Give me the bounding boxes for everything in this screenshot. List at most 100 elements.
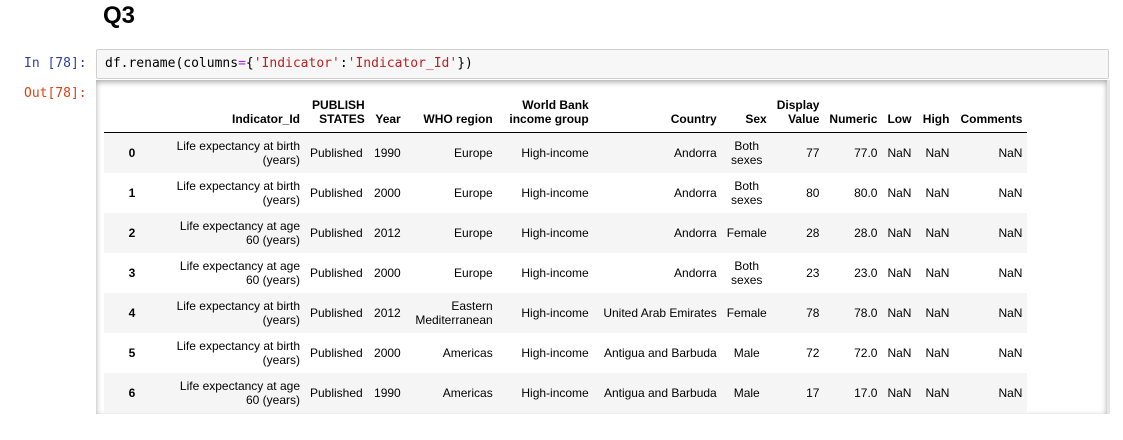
cell-high: NaN [925, 346, 950, 360]
cell-who-region: Americas [442, 386, 493, 400]
cell-who-region: Europe [454, 146, 493, 160]
cell-numeric: 17.0 [854, 386, 878, 400]
markdown-heading: Q3 [103, 2, 136, 29]
cell-sex: Both sexes [731, 139, 763, 167]
cell-sex: Both sexes [731, 179, 763, 207]
header-display-value: Display Value [776, 98, 820, 126]
cell-indicator-id: Life expectancy at birth (years) [176, 179, 300, 207]
cell-year: 2000 [374, 186, 401, 200]
cell-display-value: 28 [806, 226, 820, 240]
cell-high: NaN [925, 386, 950, 400]
cell-display-value: 78 [806, 306, 820, 320]
table-row: 2 Life expectancy at age 60 (years) Publis… [104, 213, 1028, 253]
cell-comments: NaN [998, 266, 1023, 280]
cell-indicator-id: Life expectancy at age 60 (years) [179, 259, 300, 287]
header-numeric: Numeric [829, 112, 878, 126]
cell-publish-states: Published [310, 386, 363, 400]
cell-income-group: High-income [521, 386, 589, 400]
cell-numeric: 80.0 [854, 186, 878, 200]
cell-who-region: Americas [442, 346, 493, 360]
cell-comments: NaN [998, 186, 1023, 200]
row-index: 3 [128, 266, 136, 280]
cell-who-region: Europe [454, 226, 493, 240]
cell-low: NaN [887, 386, 912, 400]
cell-low: NaN [887, 266, 912, 280]
cell-comments: NaN [998, 306, 1023, 320]
cell-indicator-id: Life expectancy at birth (years) [176, 299, 300, 327]
cell-numeric: 77.0 [854, 146, 878, 160]
cell-high: NaN [925, 306, 950, 320]
code-input-area[interactable]: df.rename(columns={'Indicator':'Indicato… [96, 49, 1109, 79]
header-index [104, 98, 160, 133]
cell-display-value: 23 [806, 266, 820, 280]
cell-sex: Male [733, 386, 760, 400]
cell-high: NaN [925, 146, 950, 160]
cell-who-region: Eastern Mediterranean [415, 299, 493, 327]
cell-country: Andorra [674, 266, 717, 280]
cell-high: NaN [925, 186, 950, 200]
table-row: 3 Life expectancy at age 60 (years) Publis… [104, 253, 1027, 293]
header-comments: Comments [960, 112, 1023, 126]
header-country: Country [670, 112, 717, 126]
cell-numeric: 28.0 [854, 226, 878, 240]
cell-income-group: High-income [521, 186, 589, 200]
cell-display-value: 80 [806, 186, 820, 200]
header-high: High [922, 112, 950, 126]
code-prefix: df.rename(columns [105, 56, 239, 71]
code-string-key: 'Indicator' [253, 56, 340, 71]
cell-display-value: 77 [806, 146, 820, 160]
table-row: 0 Life expectancy at birth (years) Publish… [104, 132, 1028, 173]
cell-display-value: 72 [806, 346, 820, 360]
cell-sex: Female [726, 306, 767, 320]
cell-publish-states: Published [310, 146, 363, 160]
cell-country: Andorra [674, 226, 717, 240]
cell-indicator-id: Life expectancy at age 60 (years) [179, 379, 300, 407]
cell-year: 2012 [374, 306, 401, 320]
header-income-group: World Bank income group [509, 98, 589, 126]
cell-publish-states: Published [310, 346, 363, 360]
cell-low: NaN [887, 226, 912, 240]
cell-low: NaN [887, 346, 912, 360]
cell-comments: NaN [998, 386, 1023, 400]
code-operator: = [238, 56, 246, 71]
cell-publish-states: Published [310, 186, 363, 200]
header-low: Low [887, 112, 912, 126]
output-prompt: Out[78]: [24, 86, 87, 101]
cell-year: 1990 [374, 386, 401, 400]
row-index: 5 [128, 346, 136, 360]
header-sex: Sex [745, 112, 767, 126]
cell-country: Andorra [674, 186, 717, 200]
cell-who-region: Europe [454, 186, 493, 200]
row-index: 4 [128, 306, 136, 320]
row-index: 1 [128, 186, 136, 200]
cell-low: NaN [887, 306, 912, 320]
cell-sex: Male [733, 346, 760, 360]
output-scrollbar[interactable] [1107, 80, 1110, 414]
row-index: 0 [128, 146, 136, 160]
code-suffix: ) [465, 56, 473, 71]
cell-display-value: 17 [806, 386, 820, 400]
cell-numeric: 72.0 [854, 346, 878, 360]
cell-who-region: Europe [454, 266, 493, 280]
cell-high: NaN [925, 266, 950, 280]
cell-income-group: High-income [521, 346, 589, 360]
cell-numeric: 23.0 [854, 266, 878, 280]
code-brace-close: } [457, 56, 466, 71]
cell-indicator-id: Life expectancy at age 60 (years) [179, 219, 300, 247]
table-row: 4 Life expectancy at birth (years) Publish… [104, 293, 1028, 333]
cell-low: NaN [887, 186, 912, 200]
table-row: 6 Life expectancy at age 60 (years) Publis… [104, 373, 1028, 413]
row-index: 6 [128, 386, 136, 400]
code-brace-open: { [245, 56, 254, 71]
header-year: Year [375, 112, 401, 126]
table-body: 0 Life expectancy at birth (years) Publish… [104, 132, 1028, 413]
code-colon: : [339, 56, 348, 71]
row-index: 2 [128, 226, 136, 240]
header-indicator-id: Indicator_Id [231, 112, 300, 126]
cell-country: Andorra [674, 146, 717, 160]
cell-publish-states: Published [310, 226, 363, 240]
table-row: 1 Life expectancy at birth (years) Publish… [104, 173, 1027, 213]
cell-publish-states: Published [310, 306, 363, 320]
cell-indicator-id: Life expectancy at birth (years) [176, 339, 300, 367]
cell-comments: NaN [998, 146, 1023, 160]
